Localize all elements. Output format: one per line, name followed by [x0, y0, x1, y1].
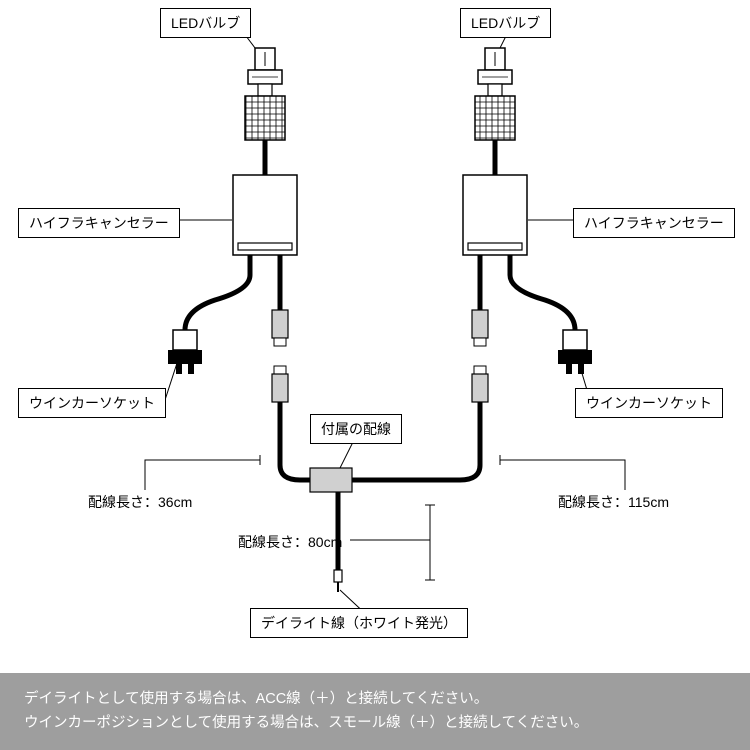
led-bulb-left-icon [245, 48, 285, 140]
footer-line1: デイライトとして使用する場合は、ACC線（＋）と接続してください。 [24, 687, 726, 712]
canceller-right-label: ハイフラキャンセラー [573, 208, 735, 238]
canceller-right-icon [463, 175, 527, 255]
wire-80-text: 配線長さ：80cm [238, 532, 342, 552]
connector-right-icon [472, 310, 488, 346]
footer-note: デイライトとして使用する場合は、ACC線（＋）と接続してください。 ウインカーポ… [0, 673, 750, 750]
socket-plug-left-icon [168, 330, 202, 374]
socket-left-label: ウインカーソケット [18, 388, 166, 418]
junction-box-icon [310, 468, 352, 492]
led-bulb-right-label: LEDバルブ [460, 8, 551, 38]
led-bulb-right-icon [475, 48, 515, 140]
connector-left-icon [272, 310, 288, 346]
included-wiring-label: 付属の配線 [310, 414, 402, 444]
wire-115-text: 配線長さ：115cm [558, 492, 669, 512]
footer-line2: ウインカーポジションとして使用する場合は、スモール線（＋）と接続してください。 [24, 711, 726, 736]
bracket-36cm [145, 455, 260, 490]
daylight-wire-label: デイライト線（ホワイト発光） [250, 608, 468, 638]
wire-36-text: 配線長さ：36cm [88, 492, 192, 512]
canceller-left-icon [233, 175, 297, 255]
socket-plug-right-icon [558, 330, 592, 374]
bracket-115cm [500, 455, 625, 490]
canceller-left-label: ハイフラキャンセラー [18, 208, 180, 238]
socket-right-label: ウインカーソケット [575, 388, 723, 418]
left-assembly [168, 48, 310, 480]
led-bulb-left-label: LEDバルブ [160, 8, 251, 38]
bracket-80cm [350, 505, 435, 580]
